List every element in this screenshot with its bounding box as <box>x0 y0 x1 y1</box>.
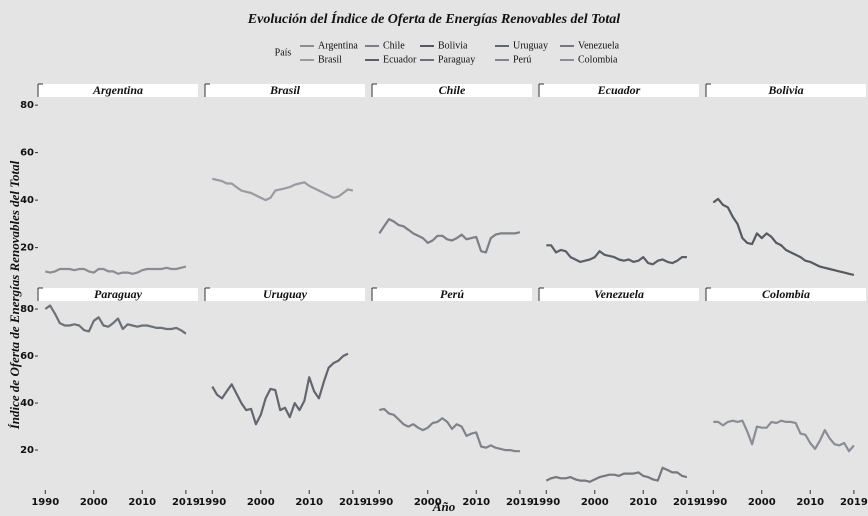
series-line <box>212 177 354 202</box>
x-tick-label: 2000 <box>748 497 776 508</box>
facet-title: Colombia <box>762 287 810 301</box>
legend-label: Colombia <box>578 54 618 65</box>
facet-strip <box>539 84 699 97</box>
x-tick-label: 2010 <box>295 497 323 508</box>
x-tick-label: 2019 <box>506 497 534 508</box>
facet-title: Paraguay <box>94 287 143 301</box>
x-tick-label: 1990 <box>198 497 226 508</box>
facet-strip <box>38 288 198 301</box>
series-line <box>44 304 187 335</box>
x-tick-label: 2000 <box>80 497 108 508</box>
y-tick-label: 60 <box>20 148 34 159</box>
series-line <box>211 352 349 426</box>
x-axis-label: Año <box>432 499 456 514</box>
legend-label: Ecuador <box>383 54 417 65</box>
x-tick-label: 1990 <box>699 497 727 508</box>
series-line <box>379 407 520 453</box>
x-tick-label: 2019 <box>172 497 200 508</box>
facet-title: Brasil <box>269 83 301 97</box>
facet-strip <box>38 84 198 97</box>
x-tick-label: 2000 <box>414 497 442 508</box>
x-tick-label: 2010 <box>796 497 824 508</box>
legend-label: Argentina <box>318 40 358 51</box>
y-tick-label: 20 <box>20 445 34 456</box>
x-tick-label: 2000 <box>247 497 275 508</box>
series-line <box>45 265 187 275</box>
x-tick-label: 2010 <box>462 497 490 508</box>
x-tick-label: 2000 <box>581 497 609 508</box>
facet-title: Argentina <box>92 83 143 97</box>
facet-strip <box>205 288 365 301</box>
x-tick-label: 2019 <box>673 497 701 508</box>
series-line <box>713 419 855 453</box>
y-tick-label: 80 <box>20 304 34 315</box>
y-tick-label: 80 <box>20 100 34 111</box>
y-tick-label: 60 <box>20 351 34 362</box>
x-tick-label: 1990 <box>31 497 59 508</box>
facet-title: Uruguay <box>263 287 308 301</box>
facet-strip <box>539 288 699 301</box>
x-tick-label: 1990 <box>365 497 393 508</box>
y-tick-label: 40 <box>20 398 34 409</box>
legend-label: Venezuela <box>578 40 620 51</box>
facet-strip <box>706 84 866 97</box>
y-tick-label: 40 <box>20 195 34 206</box>
facet-strip <box>372 84 532 97</box>
x-tick-label: 2019 <box>339 497 367 508</box>
series-line <box>546 244 687 266</box>
x-tick-label: 1990 <box>532 497 560 508</box>
facet-title: Bolivia <box>767 83 803 97</box>
series-line <box>712 197 855 276</box>
x-tick-label: 2010 <box>629 497 657 508</box>
facet-strip <box>205 84 365 97</box>
series-line <box>545 466 688 483</box>
legend-label: Perú <box>513 54 531 65</box>
facet-title: Perú <box>440 287 464 301</box>
y-tick-label: 20 <box>20 243 34 254</box>
legend-label: Bolivia <box>438 40 468 51</box>
y-axis-label: Índice de Oferta de Energías Renovables … <box>7 160 22 430</box>
facet-title: Venezuela <box>594 287 644 301</box>
chart-title: Evolución del Índice de Oferta de Energí… <box>247 10 621 27</box>
facet-title: Chile <box>439 83 466 97</box>
legend-label: Brasil <box>318 54 342 65</box>
legend-label: Chile <box>383 40 405 51</box>
legend-label: Uruguay <box>513 40 548 51</box>
legend-title: País <box>275 47 292 58</box>
x-tick-label: 2010 <box>128 497 156 508</box>
facet-strip <box>372 288 532 301</box>
series-line <box>378 218 521 254</box>
legend-label: Paraguay <box>438 54 475 65</box>
facet-strip <box>706 288 866 301</box>
x-tick-label: 2019 <box>840 497 868 508</box>
facet-title: Ecuador <box>597 83 641 97</box>
